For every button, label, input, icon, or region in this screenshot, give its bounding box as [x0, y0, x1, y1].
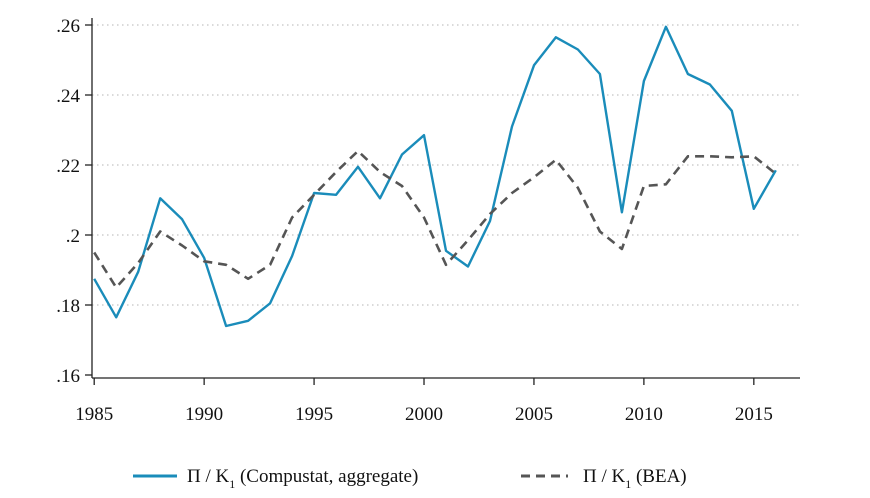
x-tick-label: 2015: [735, 404, 773, 425]
y-ticks: .16 .18 .2 .22 .24 .26: [56, 16, 92, 387]
series-lines: [93, 25, 777, 328]
series-line-bea: [93, 149, 777, 289]
y-tick-label: .24: [56, 86, 80, 107]
legend: Π / K1 (Compustat, aggregate) Π / K1 (BE…: [133, 466, 687, 491]
x-tick-label: 2005: [515, 404, 553, 425]
x-tick-label: 1985: [75, 404, 113, 425]
y-tick-label: .2: [66, 226, 80, 247]
axes: [91, 18, 800, 379]
y-tick-label: .22: [56, 156, 80, 177]
x-tick-label: 2010: [625, 404, 663, 425]
legend-label-bea: Π / K1 (BEA): [583, 466, 687, 491]
legend-label-compustat: Π / K1 (Compustat, aggregate): [187, 466, 418, 491]
series-line-compustat: [93, 25, 777, 328]
x-tick-label: 1995: [295, 404, 333, 425]
x-tick-label: 2000: [405, 404, 443, 425]
legend-item-compustat: Π / K1 (Compustat, aggregate): [133, 466, 418, 491]
y-tick-label: .16: [56, 366, 80, 387]
y-tick-label: .18: [56, 296, 80, 317]
x-ticks: 1985 1990 1995 2000 2005 2010 2015: [75, 378, 773, 425]
x-tick-label: 1990: [185, 404, 223, 425]
y-tick-label: .26: [56, 16, 80, 37]
legend-item-bea: Π / K1 (BEA): [521, 466, 687, 491]
gridlines: [92, 24, 800, 306]
